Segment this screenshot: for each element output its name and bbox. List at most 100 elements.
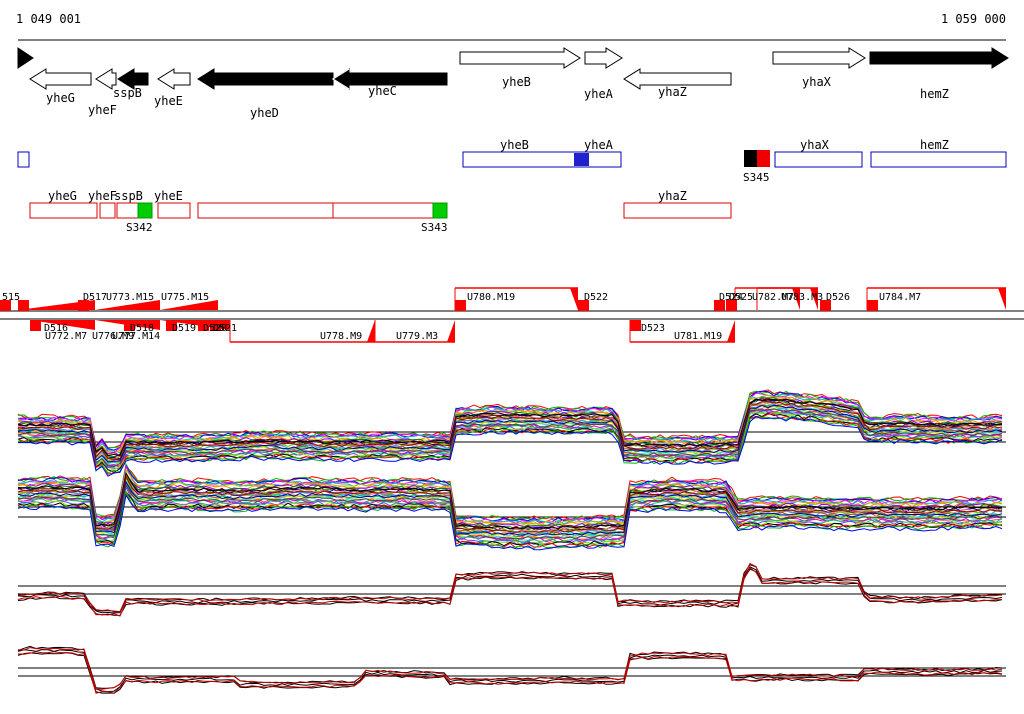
- gene-arrow-yhaX[interactable]: [772, 47, 866, 69]
- probe-break-square[interactable]: [166, 320, 177, 331]
- probe-label: U778.M9: [320, 331, 362, 342]
- gene-label: yheA: [584, 87, 614, 101]
- probe-label: U775.M15: [161, 292, 209, 303]
- gene-label: yheD: [250, 106, 279, 120]
- gene-label: yheB: [502, 75, 531, 89]
- expression-panel-2-trace: [17, 476, 1003, 535]
- probe-break-square[interactable]: [30, 320, 41, 331]
- expression-panel-1-trace: [17, 401, 1003, 461]
- transcript-box[interactable]: [462, 151, 622, 168]
- gene-arrow-yheB[interactable]: [459, 47, 581, 69]
- probe-segment-ramp[interactable]: [160, 300, 218, 310]
- transcript-box[interactable]: [870, 151, 1007, 168]
- probe-break-square[interactable]: [867, 300, 878, 311]
- expression-panel-4-trace: [17, 649, 1003, 693]
- probe-segment-ramp[interactable]: [95, 320, 160, 330]
- expression-panel-3-trace: [17, 562, 1003, 613]
- probe-segment-ramp[interactable]: [30, 320, 95, 330]
- segment-marker-label: S345: [743, 171, 770, 184]
- segment-marker-black[interactable]: [744, 150, 757, 167]
- probe-segment-arrow: [998, 288, 1006, 310]
- probe-label: U776.M9: [92, 331, 134, 342]
- expression-panel-4-trace: [17, 652, 1003, 694]
- annotation-label: yheG: [48, 189, 77, 203]
- annotation-box[interactable]: [99, 202, 116, 219]
- probe-label: D525: [729, 292, 753, 303]
- expression-panel-2-trace: [17, 491, 1003, 549]
- probe-break-square[interactable]: [578, 300, 589, 311]
- probe-break-square[interactable]: [630, 320, 641, 331]
- coordinate-start: 1 049 001: [16, 12, 82, 26]
- annotation-box[interactable]: [29, 202, 98, 219]
- gene-label: yhaX: [802, 75, 832, 89]
- probe-break-square[interactable]: [455, 300, 466, 311]
- transcript-box[interactable]: [17, 151, 30, 168]
- probe-label: U777.M14: [112, 331, 160, 342]
- segment-marker-red[interactable]: [757, 150, 770, 167]
- expression-panel-1-trace: [18, 415, 1003, 477]
- gene-arrow-yheG[interactable]: [29, 68, 92, 90]
- gene-arrow-sspB[interactable]: [117, 68, 149, 90]
- annotation-label: yheE: [154, 189, 183, 203]
- green-segment[interactable]: [137, 202, 153, 219]
- gene-arrow-yheE[interactable]: [157, 68, 191, 90]
- transcript-box[interactable]: [774, 151, 863, 168]
- expression-panel-2-trace: [17, 468, 1003, 525]
- annotation-box[interactable]: [197, 202, 448, 219]
- expression-panel-3-trace: [17, 568, 1003, 616]
- expression-panel-1-trace: [17, 392, 1003, 453]
- gene-arrow-yheA[interactable]: [584, 47, 623, 69]
- expression-panel-2-trace: [17, 475, 1003, 533]
- gene-label: yheE: [154, 94, 183, 108]
- expression-panel-1-trace: [17, 413, 1003, 475]
- green-segment-label: S342: [126, 221, 153, 234]
- gene-junction-notch: [331, 68, 350, 90]
- green-segment-label: S343: [421, 221, 448, 234]
- probe-segment-arrow: [367, 320, 375, 342]
- annotation-box[interactable]: [157, 202, 191, 219]
- probe-segment-arrow: [810, 288, 818, 310]
- probe-segment-ramp[interactable]: [95, 300, 160, 310]
- expression-panel-2-trace: [17, 493, 1003, 551]
- probe-break-square[interactable]: [18, 300, 29, 311]
- gene-label: yheF: [88, 103, 117, 117]
- probe-label: U782.M7: [752, 292, 794, 303]
- transcript-label: yheA: [584, 138, 614, 152]
- probe-label: U779.M3: [396, 331, 438, 342]
- probe-segment-arrow: [727, 320, 735, 342]
- probe-label: U773.M15: [106, 292, 154, 303]
- gene-label: yhaZ: [658, 85, 687, 99]
- gene-label: yheG: [46, 91, 75, 105]
- expression-panel-1-trace: [17, 394, 1003, 455]
- gene-arrow-yhaZ[interactable]: [623, 68, 732, 90]
- annotation-label: sspB: [114, 189, 143, 203]
- probe-label: D521: [213, 323, 237, 334]
- probe-label: U780.M19: [467, 292, 515, 303]
- gene-arrow-hemZ[interactable]: [869, 47, 1009, 69]
- probe-label: D522: [584, 292, 608, 303]
- probe-break-square[interactable]: [0, 300, 11, 311]
- probe-label: D518: [130, 323, 154, 334]
- probe-break-square[interactable]: [714, 300, 725, 311]
- annotation-box[interactable]: [623, 202, 732, 219]
- gene-arrow-partial[interactable]: [17, 47, 34, 69]
- probe-label: D520: [203, 323, 227, 334]
- expression-panel-4-trace: [17, 651, 1003, 694]
- gene-label: yheC: [368, 84, 397, 98]
- probe-label: U784.M7: [879, 292, 921, 303]
- probe-segment-ramp[interactable]: [160, 320, 230, 330]
- probe-break-square[interactable]: [726, 300, 737, 311]
- gene-label: sspB: [113, 86, 142, 100]
- probe-label: D517: [83, 292, 107, 303]
- probe-break-square[interactable]: [124, 320, 135, 331]
- gene-arrow-yheF[interactable]: [95, 68, 117, 90]
- probe-segment-ramp[interactable]: [18, 300, 95, 310]
- probe-label: D523: [641, 323, 665, 334]
- expression-panel-2-trace: [17, 483, 1003, 540]
- green-segment[interactable]: [432, 202, 448, 219]
- probe-break-square[interactable]: [820, 300, 831, 311]
- annotation-label: yhaZ: [658, 189, 687, 203]
- gene-arrow-yheD[interactable]: [197, 68, 334, 90]
